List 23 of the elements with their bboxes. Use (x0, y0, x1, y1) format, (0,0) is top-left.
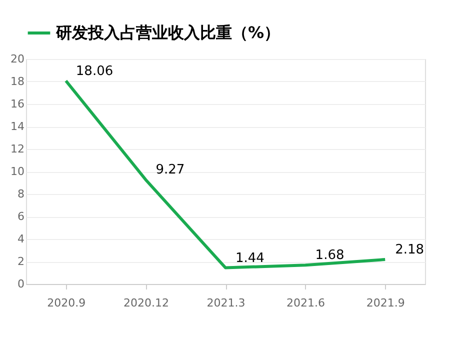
x-tick-label: 2021.6 (286, 296, 326, 310)
y-tick-label: 12 (10, 142, 24, 156)
data-label: 2.18 (395, 242, 424, 258)
y-tick-label: 6 (18, 210, 24, 223)
data-label: 1.44 (236, 250, 264, 266)
y-tick-label: 16 (10, 98, 24, 110)
y-tick-label: 10 (10, 165, 24, 178)
y-tick-label: 0 (18, 278, 24, 290)
x-tick-label: 2021.9 (366, 296, 405, 310)
x-tick-label: 2020.12 (123, 296, 169, 310)
y-tick-label: 18 (10, 75, 24, 88)
data-label: 18.06 (76, 64, 114, 79)
line-series (64, 79, 387, 270)
x-tick-label: 2020.9 (47, 296, 86, 310)
x-tick-label: 2021.3 (206, 296, 246, 310)
y-tick-label: 4 (18, 232, 24, 246)
y-tick-label: 8 (18, 188, 24, 200)
y-tick-label: 2 (18, 255, 24, 268)
legend-label: 研发投入占营业收入比重（%） (55, 23, 280, 42)
data-label: 1.68 (315, 248, 344, 264)
y-tick-label: 20 (10, 52, 24, 66)
data-label: 9.27 (156, 162, 185, 178)
y-tick-label: 14 (10, 120, 24, 133)
